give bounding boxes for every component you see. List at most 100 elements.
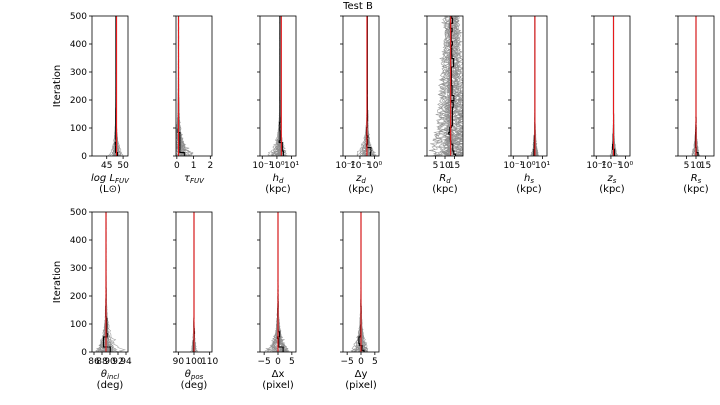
- x-tick-label: 5: [433, 161, 439, 171]
- x-tick-label: 10⁻¹: [350, 161, 370, 171]
- x-tick-label: 15: [449, 161, 460, 171]
- walker-chain: [105, 212, 120, 352]
- panel-content-zs: [609, 16, 619, 156]
- x-tick-label: 10⁻²: [586, 161, 606, 171]
- axes-frame: [259, 15, 297, 157]
- y-tick-label: 0: [81, 152, 87, 162]
- walker-chain: [360, 212, 368, 352]
- walker-chain: [430, 16, 450, 156]
- y-tick-label: 100: [70, 124, 87, 134]
- walker-chain: [176, 16, 179, 143]
- y-tick-label: 0: [81, 348, 87, 358]
- x-axis-label: log LFUV: [91, 173, 130, 185]
- x-unit-label: (pixel): [345, 380, 377, 391]
- y-tick-label: 200: [70, 292, 87, 302]
- x-tick-label: 10⁻¹: [252, 161, 272, 171]
- x-tick-label: 5: [372, 357, 378, 367]
- x-axis-label: zs: [607, 173, 617, 185]
- walker-chain: [264, 212, 279, 352]
- x-axis-label: θincl: [101, 369, 119, 381]
- panel-content-logLFUV: [108, 16, 124, 156]
- panel-content-theta_pos: [189, 212, 198, 352]
- axes-frame: [91, 15, 129, 157]
- x-tick-label: 1: [191, 161, 197, 171]
- y-tick-label: 300: [70, 264, 87, 274]
- x-tick-label: 86: [88, 357, 100, 367]
- walker-chain: [354, 212, 362, 352]
- walker-chain: [97, 212, 107, 352]
- x-axis-label: τFUV: [184, 173, 205, 185]
- x-tick-label: 10⁻²: [335, 161, 355, 171]
- x-axis-label: zd: [355, 173, 366, 185]
- walker-chain: [442, 16, 454, 156]
- x-tick-label: 90: [173, 357, 185, 367]
- x-tick-label: −5: [341, 357, 354, 367]
- panel-logLFUV: 45 50 log LFUV(L⊙) 0 100 200 300 400 500 Iteratio…: [52, 12, 130, 195]
- panel-dy: −5 0 5 Δy(pixel): [340, 211, 380, 391]
- axes-frame: [175, 15, 213, 157]
- x-tick-label: 2: [207, 161, 213, 171]
- x-axis-label: θpos: [185, 369, 204, 381]
- x-tick-label: 92: [112, 357, 123, 367]
- x-tick-label: 100: [185, 357, 202, 367]
- x-tick-label: 10: [439, 161, 451, 171]
- x-unit-label: (pixel): [262, 380, 294, 391]
- x-axis-label: hd: [273, 173, 284, 185]
- panel-content-Rd: [428, 16, 463, 156]
- x-tick-label: 0: [275, 357, 281, 367]
- x-unit-label: (kpc): [516, 184, 542, 195]
- y-tick-label: 500: [70, 208, 87, 218]
- walker-chain: [178, 16, 194, 156]
- y-tick-label: 400: [70, 40, 87, 50]
- y-axis-label: Iteration: [52, 65, 63, 107]
- y-tick-label: 200: [70, 96, 87, 106]
- x-unit-label: (deg): [181, 380, 208, 391]
- x-unit-label: (kpc): [432, 184, 458, 195]
- axes-frame: [593, 15, 631, 157]
- x-axis-label: Rs: [691, 173, 702, 185]
- x-tick-label: 10: [690, 161, 702, 171]
- panel-content-zd: [356, 16, 378, 156]
- y-tick-label: 500: [70, 12, 87, 22]
- x-tick-label: 110: [201, 357, 218, 367]
- walker-chain: [367, 16, 378, 156]
- axes-frame: [510, 15, 548, 157]
- x-axis-label: Δy: [355, 369, 368, 380]
- panel-content-hs: [530, 16, 540, 156]
- walker-chain: [454, 16, 463, 140]
- x-tick-label: 50: [117, 161, 129, 171]
- walker-chain: [530, 16, 536, 156]
- x-tick-label: 10⁻¹: [601, 161, 621, 171]
- x-tick-label: −5: [258, 357, 271, 367]
- walker-chain: [354, 212, 362, 352]
- panel-content-hd: [267, 16, 289, 156]
- x-tick-label: 10⁰: [269, 161, 284, 171]
- x-axis-label: Rd: [439, 173, 451, 185]
- x-tick-label: 45: [101, 161, 112, 171]
- x-tick-label: 5: [289, 357, 295, 367]
- panel-content-dy: [350, 212, 369, 352]
- x-unit-label: (kpc): [265, 184, 291, 195]
- x-axis-label: hs: [524, 173, 534, 185]
- x-tick-label: 10¹: [284, 161, 299, 171]
- x-tick-label: 5: [684, 161, 690, 171]
- walker-chain: [448, 16, 463, 156]
- x-unit-label: (deg): [97, 380, 124, 391]
- x-tick-label: 10⁰: [520, 161, 535, 171]
- y-tick-label: 400: [70, 236, 87, 246]
- walker-chain: [453, 16, 463, 156]
- x-tick-label: 94: [120, 357, 132, 367]
- x-tick-label: 90: [104, 357, 116, 367]
- walker-chain: [178, 16, 194, 156]
- x-tick-label: 0: [358, 357, 364, 367]
- x-axis-label: Δx: [272, 369, 285, 380]
